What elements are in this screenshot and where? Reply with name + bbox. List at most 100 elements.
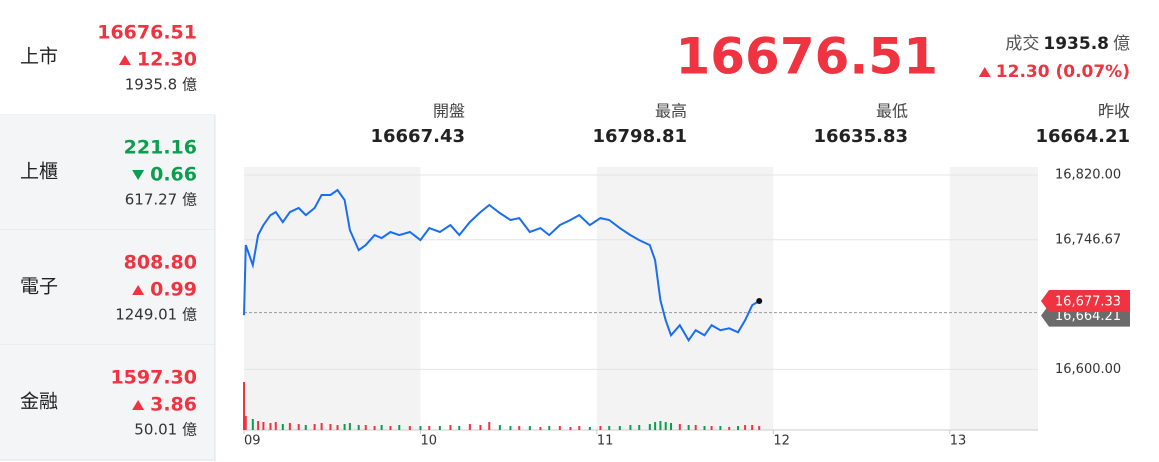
volume-bar	[687, 425, 690, 430]
volume-bar	[373, 426, 376, 430]
volume-bar	[357, 425, 360, 430]
market-price: 16676.51	[97, 22, 197, 44]
ohlc-value: 16635.83	[813, 126, 908, 147]
volume-bar	[548, 426, 551, 430]
ohlc-value: 16664.21	[1035, 126, 1130, 147]
ohlc-label: 最低	[876, 102, 908, 121]
market-row[interactable]: 上市 16676.51 12.30 1935.8 億	[0, 0, 215, 116]
ohlc-label: 最高	[655, 102, 687, 121]
volume-bar	[479, 425, 482, 430]
volume-bar	[419, 426, 422, 430]
row-bg	[0, 0, 215, 115]
ohlc-label: 昨收	[1098, 102, 1130, 121]
change-arrow	[132, 400, 145, 410]
volume-bar	[336, 425, 339, 430]
session-band	[596, 167, 774, 430]
market-price: 221.16	[124, 137, 197, 159]
volume-bar	[329, 424, 332, 430]
market-volume: 1935.8 億	[125, 76, 197, 94]
volume-bar	[498, 425, 501, 430]
volume-bar	[751, 425, 754, 430]
current-tag-bg	[1041, 290, 1130, 313]
volume-bar	[257, 421, 260, 430]
volume-bar	[438, 426, 441, 430]
session-band	[244, 167, 421, 430]
volume-bar	[539, 427, 542, 430]
volume-bar	[648, 424, 651, 430]
volume-bar	[262, 422, 265, 430]
price-line	[243, 188, 760, 343]
volume-bar	[304, 425, 307, 430]
change-arrow	[132, 170, 145, 180]
volume-bar	[758, 426, 761, 430]
volume-bar	[468, 424, 471, 430]
index-price: 16676.51	[675, 28, 938, 86]
market-volume: 617.27 億	[125, 191, 197, 209]
volume-bar	[703, 426, 706, 430]
y-tick-label: 16,746.67	[1055, 232, 1121, 247]
x-tick-label: 09	[244, 434, 261, 449]
volume-bar	[380, 425, 383, 430]
market-row[interactable]: 電子 808.80 0.99 1249.01 億	[0, 230, 215, 346]
change-arrow	[118, 55, 131, 65]
volume-text: 成交 1935.8 億	[1005, 34, 1130, 54]
market-volume: 1249.01 億	[115, 306, 197, 324]
volume-bar	[297, 424, 300, 430]
volume-bar	[343, 424, 346, 430]
volume-bar	[281, 424, 284, 430]
last-point	[756, 298, 763, 305]
market-row[interactable]: 金融 1597.30 3.86 50.01 億	[0, 345, 215, 461]
volume-unit: 億	[1113, 34, 1130, 54]
volume-bar	[618, 426, 621, 430]
volume-bar	[744, 425, 747, 430]
market-name: 電子	[20, 276, 58, 298]
volume-bar	[518, 426, 521, 430]
market-price: 808.80	[124, 252, 197, 274]
market-change: 12.30	[137, 49, 197, 71]
volume-bar	[244, 416, 247, 430]
volume-bar	[528, 426, 531, 430]
volume-bar	[719, 426, 722, 430]
x-tick-label: 11	[597, 434, 614, 449]
y-tick-label: 16,820.00	[1055, 167, 1121, 182]
index-change: 12.30 (0.07%)	[996, 62, 1130, 82]
volume-bar	[509, 426, 512, 430]
volume-bar	[320, 423, 323, 430]
volume-bar	[654, 422, 657, 430]
volume-bar	[638, 425, 641, 430]
market-change: 0.66	[150, 164, 197, 186]
volume-bar	[348, 423, 351, 430]
volume-bar	[710, 426, 713, 430]
ohlc-value: 16667.43	[370, 126, 465, 147]
volume-bar	[569, 427, 572, 430]
volume-bar	[728, 427, 731, 430]
y-tick-label: 16,600.00	[1055, 362, 1121, 377]
volume-bar	[313, 424, 316, 430]
volume-bar	[449, 425, 452, 430]
reference-tag-label: 16,664.21	[1055, 309, 1121, 324]
volume-bar	[398, 425, 401, 430]
volume-bar	[488, 422, 491, 430]
volume-bar	[578, 426, 581, 430]
volume-bar	[588, 427, 591, 430]
volume-bar	[608, 426, 611, 430]
volume-bar	[269, 423, 272, 430]
volume-label: 成交	[1005, 34, 1039, 54]
volume-bar	[274, 422, 277, 430]
ohlc-value: 16798.81	[592, 126, 687, 147]
volume-bar	[659, 421, 662, 430]
market-name: 上櫃	[20, 161, 58, 183]
session-band	[949, 167, 1038, 430]
volume-bar	[669, 423, 672, 430]
row-bg	[0, 230, 215, 345]
volume-bar	[737, 426, 740, 430]
volume-bar	[364, 425, 367, 430]
x-tick-label: 10	[420, 434, 437, 449]
x-tick-label: 12	[773, 434, 790, 449]
volume-bar	[599, 426, 602, 430]
x-tick-label: 13	[950, 434, 967, 449]
volume-bar	[408, 426, 411, 430]
market-change: 3.86	[150, 394, 197, 416]
market-row[interactable]: 上櫃 221.16 0.66 617.27 億	[0, 115, 215, 231]
